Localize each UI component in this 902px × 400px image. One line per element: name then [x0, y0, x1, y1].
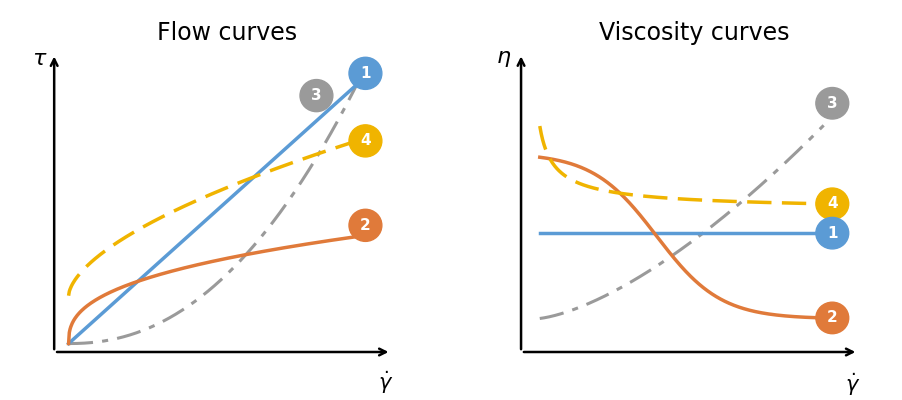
Circle shape — [815, 188, 848, 220]
Title: Flow curves: Flow curves — [157, 21, 297, 45]
Title: Viscosity curves: Viscosity curves — [598, 21, 788, 45]
Text: 1: 1 — [360, 66, 370, 81]
Text: 2: 2 — [360, 218, 371, 233]
Circle shape — [348, 125, 382, 157]
Circle shape — [299, 80, 333, 112]
Circle shape — [815, 218, 848, 249]
Text: 1: 1 — [826, 226, 837, 241]
Text: 3: 3 — [826, 96, 837, 111]
Text: 4: 4 — [360, 133, 371, 148]
Text: $\eta$: $\eta$ — [495, 49, 511, 69]
Circle shape — [348, 57, 382, 89]
Text: $\dot{\gamma}$: $\dot{\gamma}$ — [844, 371, 859, 398]
Text: 4: 4 — [826, 196, 837, 211]
Text: $\tau$: $\tau$ — [32, 49, 48, 69]
Circle shape — [348, 209, 382, 241]
Text: 2: 2 — [826, 310, 837, 326]
Circle shape — [815, 302, 848, 334]
Text: 3: 3 — [311, 88, 321, 103]
Text: $\dot{\gamma}$: $\dot{\gamma}$ — [378, 369, 392, 396]
Circle shape — [815, 88, 848, 119]
